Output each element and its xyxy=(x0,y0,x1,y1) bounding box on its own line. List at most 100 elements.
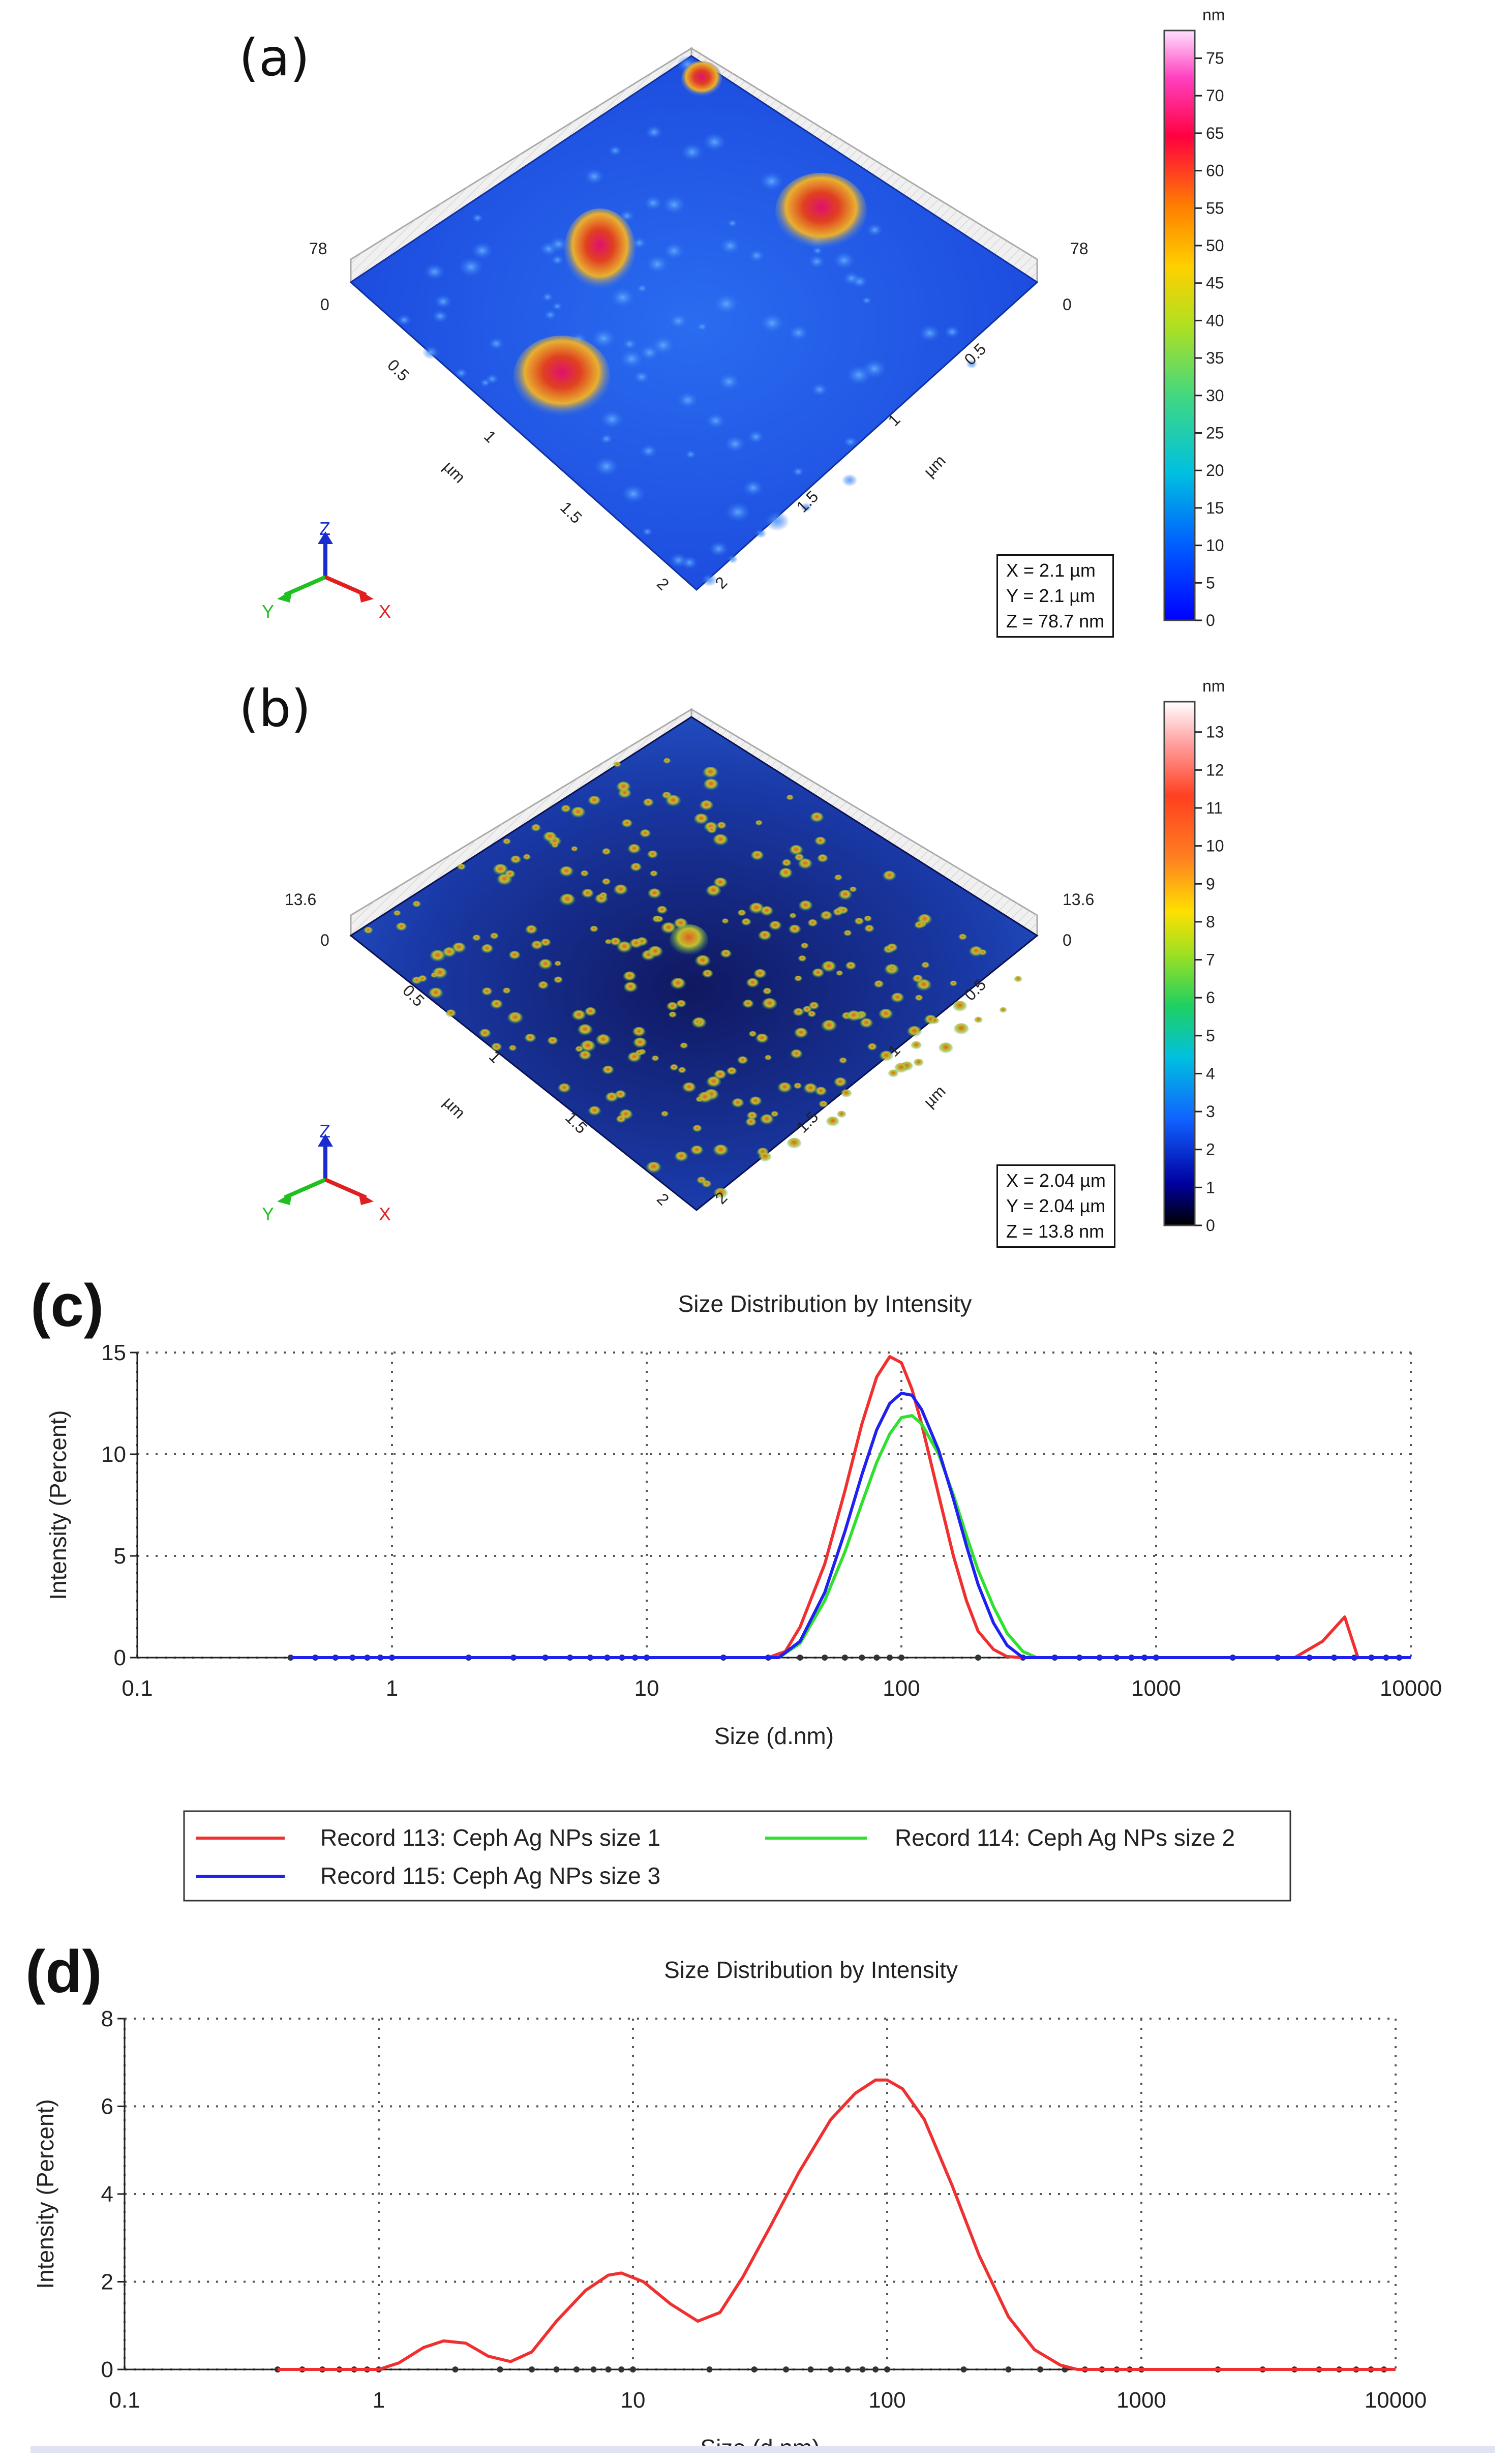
colorbar-b xyxy=(1163,701,1196,1226)
afm-grain xyxy=(754,528,767,538)
afm-grain xyxy=(721,918,729,924)
afm-grain xyxy=(915,995,923,1002)
afm-grain xyxy=(793,1008,804,1017)
afm-grain xyxy=(760,906,774,917)
chart-c-y-tick-label: 5 xyxy=(114,1544,126,1569)
chart-d-baseline-dot xyxy=(807,2366,814,2373)
afm-grain xyxy=(651,335,675,355)
afm-grain xyxy=(724,435,746,453)
afm-grain xyxy=(703,132,727,152)
afm-grain xyxy=(623,982,638,994)
afm-b-dimensions: X = 2.04 µm Y = 2.04 µm Z = 13.8 nm xyxy=(996,1164,1115,1248)
afm-grain xyxy=(701,574,718,587)
afm-grain xyxy=(798,858,813,870)
afm-grain xyxy=(481,987,493,997)
afm-grain xyxy=(639,829,651,838)
chart-d-baseline-dot xyxy=(452,2366,459,2373)
chart-c-baseline-dot xyxy=(859,1655,865,1661)
afm-grain xyxy=(841,474,858,487)
afm-a-dimensions: X = 2.1 µm Y = 2.1 µm Z = 78.7 nm xyxy=(996,554,1114,638)
afm-grain xyxy=(432,309,449,323)
chart-d-baseline-dot xyxy=(884,2366,890,2373)
afm-grain xyxy=(616,782,631,794)
afm-grain xyxy=(451,942,466,954)
afm-grain xyxy=(622,338,638,350)
chart-c-series-line-2 xyxy=(290,1414,1411,1659)
afm-grain xyxy=(873,980,884,989)
afm-grain xyxy=(678,1067,686,1074)
afm-grain xyxy=(834,875,842,882)
afm-a-peak xyxy=(681,61,722,97)
colorbar-tick-label: 25 xyxy=(1206,424,1224,442)
afm-grain xyxy=(580,870,589,878)
afm-grain xyxy=(693,1019,702,1026)
afm-grain xyxy=(762,987,772,996)
afm-grain xyxy=(488,337,504,350)
afm-grain xyxy=(502,838,511,846)
afm-grain xyxy=(651,1055,659,1062)
chart-d-x-tick-label: 10000 xyxy=(1365,2388,1427,2413)
afm-grain xyxy=(649,870,658,878)
chart-d-series-line-1 xyxy=(278,2078,1396,2371)
afm-grain xyxy=(610,287,636,308)
colorbar-tick-label: 8 xyxy=(1206,913,1215,931)
afm-a-peak xyxy=(775,173,867,249)
colorbar-b-unit: nm xyxy=(1202,677,1225,695)
afm-grain xyxy=(808,254,826,268)
afm-b-tick: 1 xyxy=(486,1047,505,1066)
chart-c-baseline-dot xyxy=(797,1655,803,1661)
afm-grain xyxy=(558,1083,571,1094)
afm-grain xyxy=(750,851,764,861)
afm-grain xyxy=(647,850,658,859)
afm-grain xyxy=(531,941,543,951)
afm-a-tick: 1 xyxy=(884,410,903,430)
colorbar-tick-label: 4 xyxy=(1206,1064,1215,1083)
svg-text:Z: Z xyxy=(319,1121,330,1142)
afm-grain xyxy=(621,484,646,503)
colorbar-tick-label: 11 xyxy=(1206,799,1223,817)
afm-grain xyxy=(553,976,563,984)
afm-grain xyxy=(807,919,818,928)
afm-grain xyxy=(958,934,967,941)
afm-grain xyxy=(826,1116,839,1127)
afm-grain xyxy=(838,889,852,901)
colorbar-tick-label: 55 xyxy=(1206,199,1224,217)
afm-grain xyxy=(655,916,663,923)
afm-grain xyxy=(808,1002,820,1011)
afm-grain xyxy=(632,1037,647,1049)
afm-grain xyxy=(759,171,784,191)
afm-grain xyxy=(574,1046,584,1053)
afm-a-peak xyxy=(564,208,636,290)
axes-orientation-icon: Z Y X xyxy=(262,1121,391,1224)
afm-grain xyxy=(726,1067,737,1076)
afm-grain xyxy=(713,1144,729,1157)
panel-c-label: (c) xyxy=(31,1272,104,1339)
afm-grain xyxy=(670,978,686,990)
afm-grain xyxy=(696,322,708,332)
afm-grain xyxy=(445,1009,457,1018)
chart-d-baseline-dot xyxy=(1037,2366,1044,2373)
afm-grain xyxy=(570,806,586,819)
afm-grain xyxy=(758,930,772,942)
afm-grain xyxy=(907,1026,922,1038)
afm-a-grains xyxy=(397,55,978,587)
afm-grain xyxy=(554,960,562,967)
afm-grain xyxy=(636,284,648,293)
afm-a-zmax-right: 78 xyxy=(1070,239,1088,258)
afm-grain xyxy=(817,854,829,863)
chart-c-baseline-dot xyxy=(873,1655,880,1661)
afm-a-axis-unit: µm xyxy=(920,452,949,481)
afm-grain xyxy=(480,944,494,954)
afm-grain xyxy=(840,1089,852,1098)
afm-grain xyxy=(777,1082,792,1094)
afm-grain xyxy=(538,959,553,971)
afm-grain xyxy=(883,870,896,882)
afm-grain xyxy=(755,820,763,826)
afm-grain xyxy=(742,999,754,1009)
colorbar-tick-label: 20 xyxy=(1206,461,1224,479)
afm-grain xyxy=(798,900,813,912)
chart-c-series-line-3 xyxy=(290,1392,1411,1659)
afm-grain xyxy=(531,824,541,832)
afm-grain xyxy=(894,1063,908,1074)
